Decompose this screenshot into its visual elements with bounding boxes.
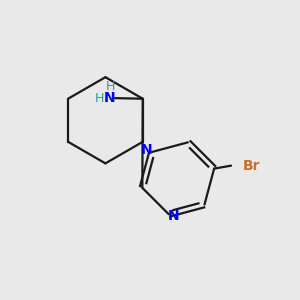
Text: N: N xyxy=(104,91,116,105)
Text: H: H xyxy=(105,80,115,93)
Text: N: N xyxy=(168,208,180,223)
Text: H: H xyxy=(95,92,104,105)
Text: Br: Br xyxy=(242,159,260,172)
Text: N: N xyxy=(141,143,152,158)
